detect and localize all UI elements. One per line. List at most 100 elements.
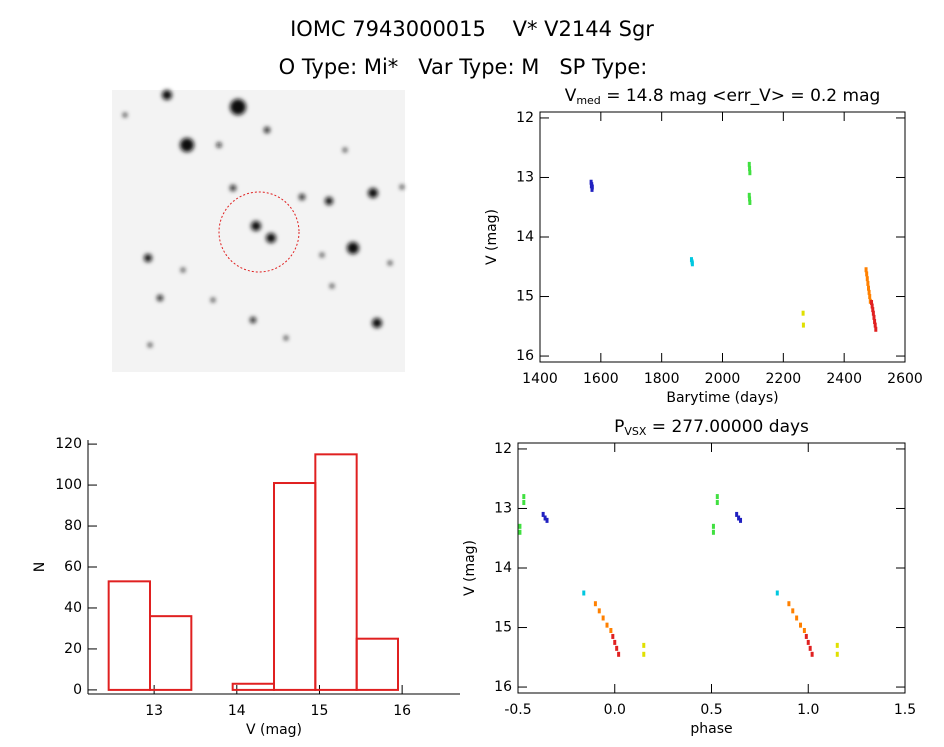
y-tick-label: 60 — [64, 559, 82, 575]
y-tick-label: 13 — [516, 169, 534, 185]
data-point — [810, 651, 814, 657]
data-point — [605, 622, 609, 628]
data-point — [748, 170, 752, 176]
header-line1: IOMC 7943000015 V* V2144 Sgr — [290, 17, 654, 41]
data-point — [642, 642, 646, 648]
x-tick-label: 15 — [311, 703, 329, 719]
axes-frame — [517, 442, 906, 694]
histogram-bar — [107, 580, 151, 691]
data-point — [518, 523, 522, 529]
y-tick-label: 13 — [494, 500, 512, 516]
data-point — [590, 186, 594, 192]
data-point — [874, 326, 878, 332]
x-tick-label: 1600 — [583, 371, 619, 387]
data-point — [747, 161, 751, 167]
data-point — [870, 303, 874, 309]
x-tick-label: 0.0 — [604, 702, 626, 718]
histogram-bar — [149, 615, 193, 691]
x-tick-label: 1800 — [644, 371, 680, 387]
data-point — [867, 285, 870, 291]
data-point — [593, 601, 597, 607]
x-tick-label: -0.5 — [504, 702, 531, 718]
data-point — [835, 651, 839, 657]
data-point — [582, 590, 586, 596]
data-point — [748, 196, 752, 202]
data-point — [801, 322, 805, 328]
histogram-bar — [355, 637, 399, 691]
y-tick-label: 12 — [494, 441, 512, 457]
y-tick-label: 15 — [494, 620, 512, 636]
histogram-bar — [273, 482, 317, 691]
data-point — [808, 645, 812, 651]
data-point — [735, 511, 739, 517]
data-point — [609, 628, 613, 633]
data-point — [787, 601, 791, 607]
data-point — [642, 651, 646, 657]
histogram-bar — [231, 682, 276, 691]
title-text: = 14.8 mag <err_V> = 0.2 mag — [601, 86, 881, 106]
sky-image — [112, 90, 405, 372]
data-point — [615, 645, 619, 651]
axes-frame — [539, 111, 906, 363]
data-point — [690, 261, 694, 267]
y-tick-label: 14 — [494, 560, 512, 576]
data-point — [747, 192, 751, 198]
data-point — [711, 529, 715, 535]
data-point — [864, 267, 868, 273]
data-point — [801, 310, 805, 316]
data-point — [597, 608, 601, 614]
x-tick-label: 1.0 — [797, 702, 819, 718]
header-line2: O Type: Mi* Var Type: M SP Type: — [279, 55, 648, 79]
data-point — [873, 319, 877, 325]
y-tick-label: 40 — [64, 600, 82, 616]
x-tick-label: 1.5 — [894, 702, 916, 718]
data-point — [748, 166, 752, 172]
data-point — [799, 622, 803, 628]
data-point — [835, 642, 839, 648]
y-tick-label: 100 — [55, 477, 82, 493]
data-point — [748, 199, 752, 205]
y-tick-label: 14 — [516, 229, 534, 245]
data-point — [872, 314, 876, 320]
data-point — [871, 310, 875, 316]
x-tick-label: 16 — [393, 703, 411, 719]
data-point — [611, 633, 615, 639]
y-tick-label: 20 — [64, 641, 82, 657]
data-point — [613, 639, 617, 645]
title-subscript: VSX — [624, 425, 647, 438]
data-point — [870, 299, 874, 305]
data-point — [867, 289, 871, 295]
data-point — [518, 529, 522, 535]
y-tick-label: 15 — [516, 289, 534, 305]
x-tick-label: 2600 — [887, 371, 923, 387]
y-tick-label: 0 — [73, 682, 82, 698]
title-symbol: P — [614, 417, 624, 437]
y-axis-label: V (mag) — [484, 209, 500, 265]
data-point — [739, 517, 743, 523]
plot-title: Vmed = 14.8 mag <err_V> = 0.2 mag — [565, 86, 881, 107]
x-tick-label: 0.5 — [700, 702, 722, 718]
data-point — [522, 500, 526, 506]
data-point — [522, 494, 526, 500]
x-tick-label: 2200 — [766, 371, 802, 387]
y-tick-label: 16 — [494, 679, 512, 695]
title-subscript: med — [576, 94, 600, 107]
data-point — [868, 294, 872, 300]
data-point — [795, 615, 799, 621]
plot-title: PVSX = 277.00000 days — [614, 417, 809, 438]
data-point — [601, 615, 605, 621]
x-tick-label: 13 — [145, 703, 163, 719]
data-point — [617, 651, 621, 657]
data-point — [865, 276, 869, 282]
data-point — [775, 590, 779, 596]
y-tick-label: 12 — [516, 110, 534, 126]
histogram-bar — [314, 453, 358, 691]
data-point — [541, 511, 545, 517]
x-tick-label: 2400 — [826, 371, 862, 387]
title-symbol: V — [565, 86, 577, 106]
data-point — [871, 307, 875, 313]
y-tick-label: 80 — [64, 518, 82, 534]
data-point — [715, 500, 719, 506]
